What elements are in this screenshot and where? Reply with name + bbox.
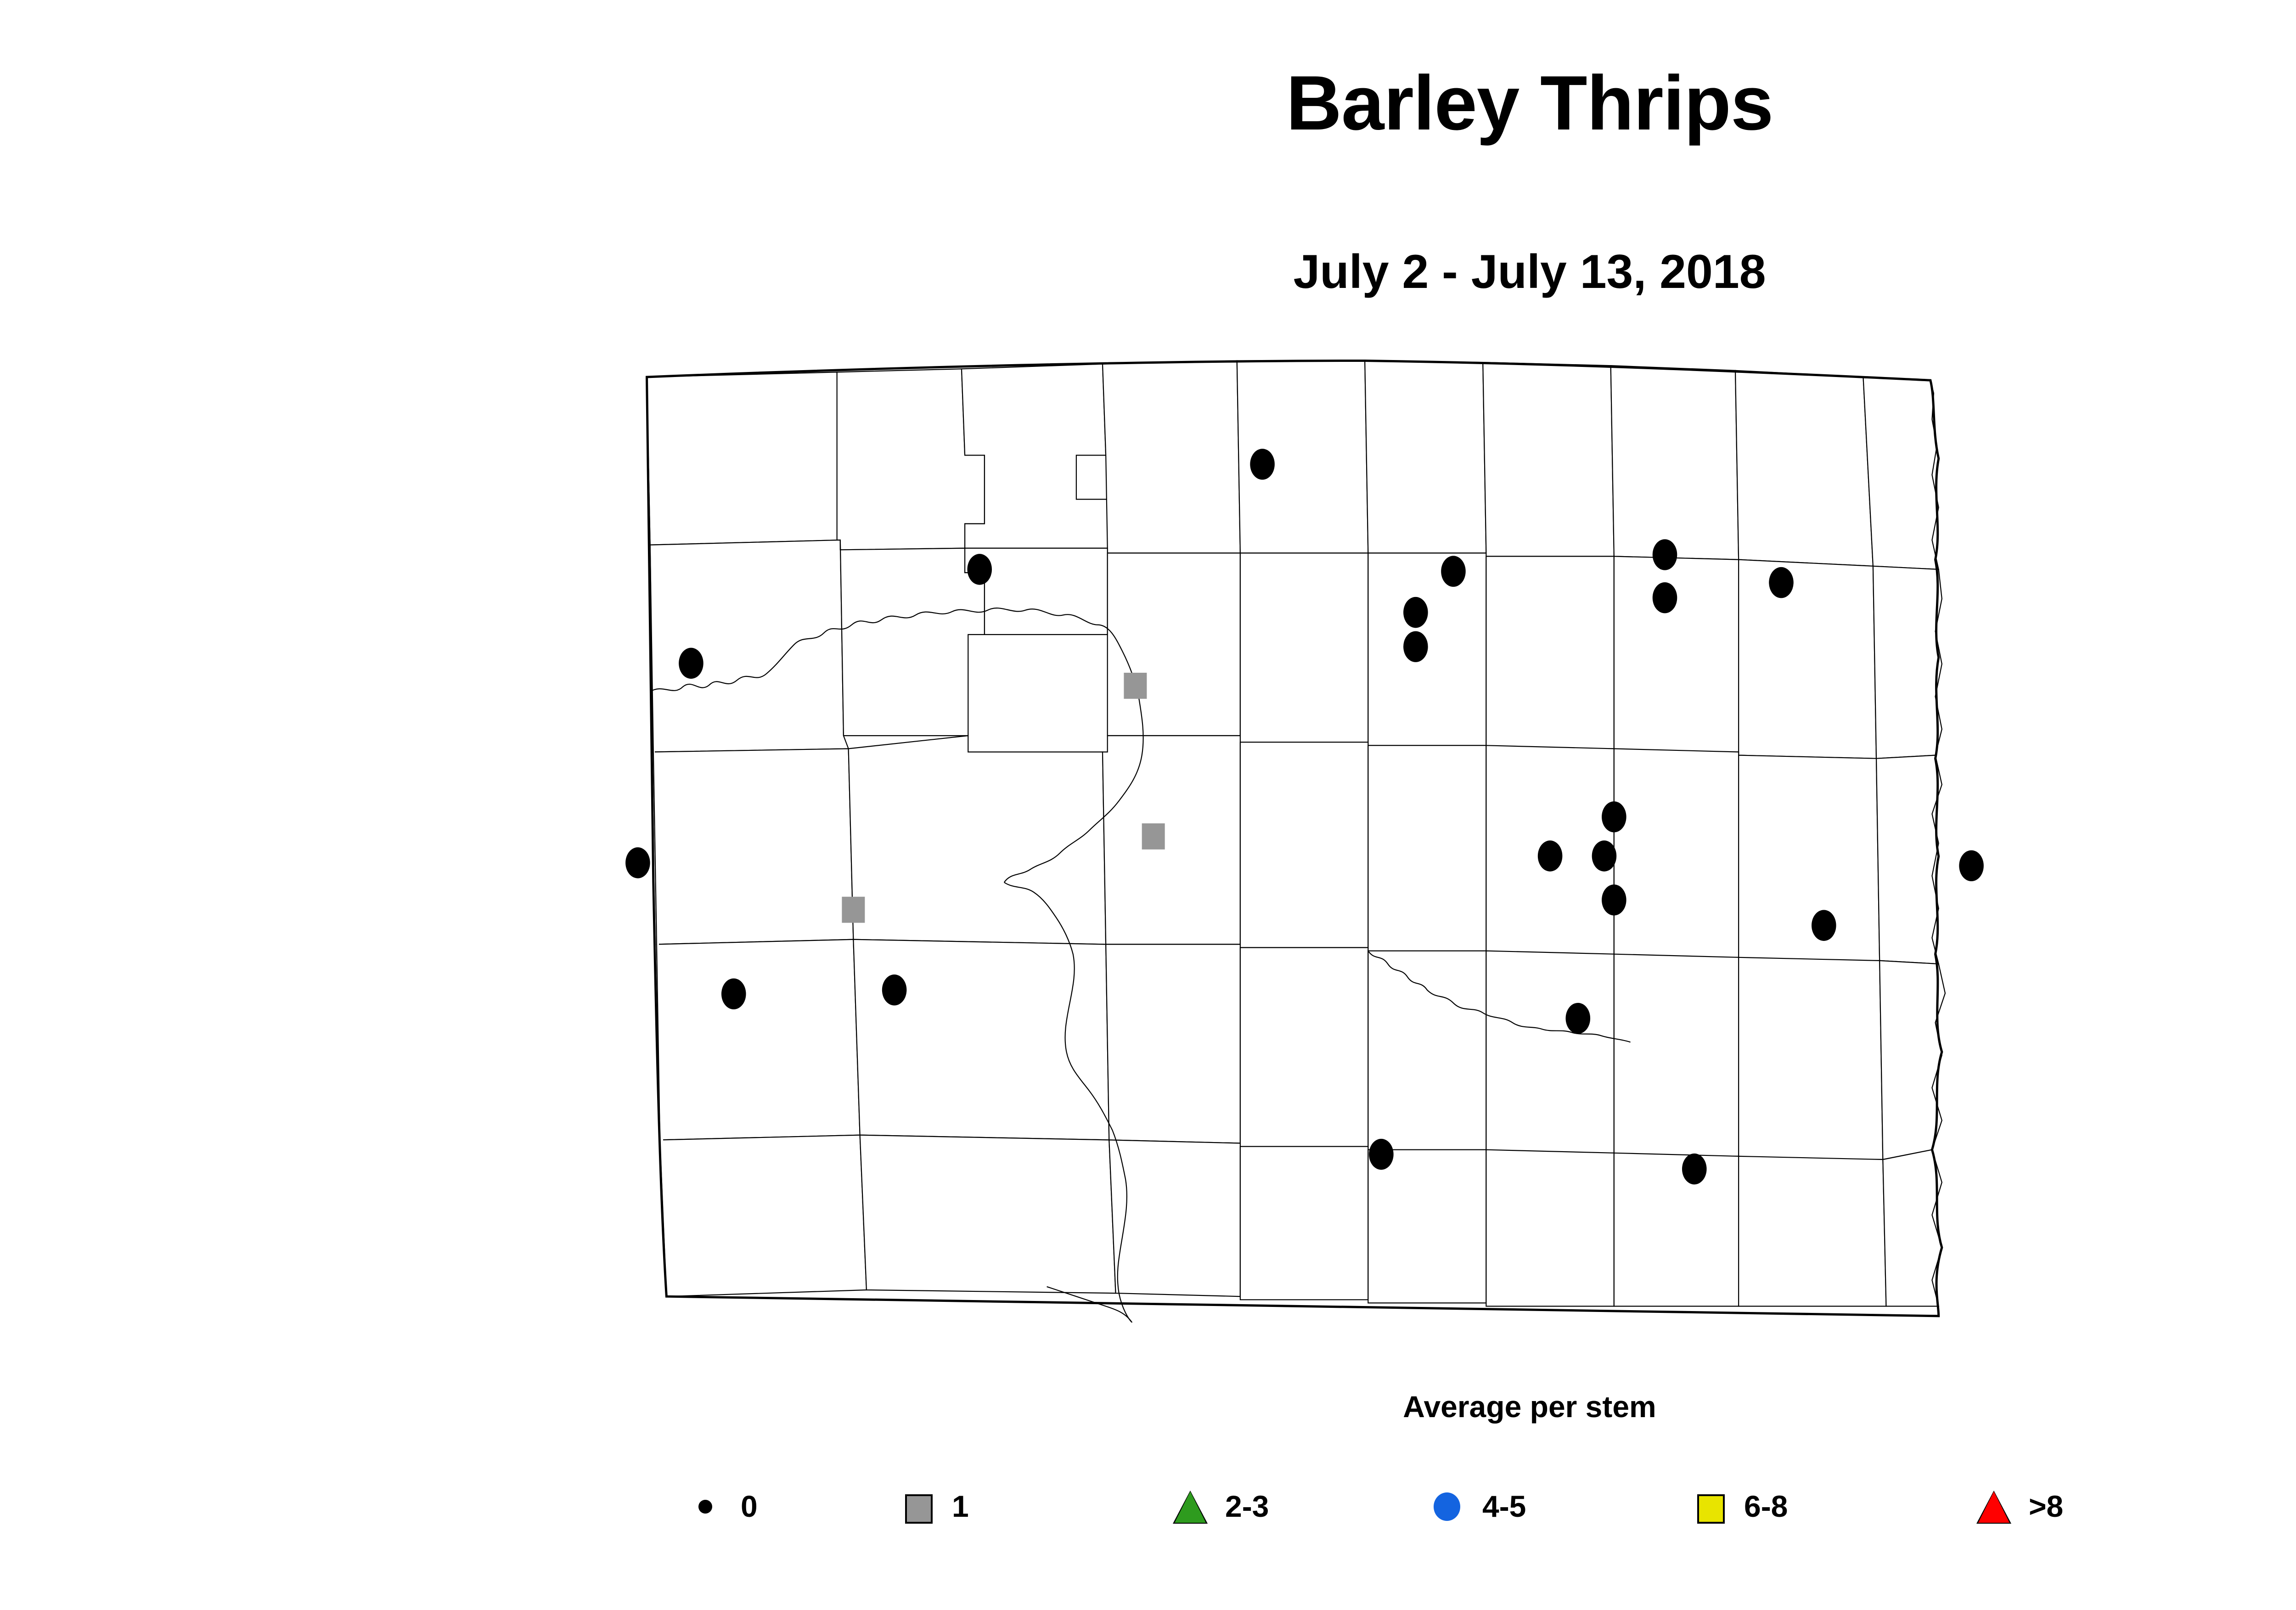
legend-item-8: >8 <box>1975 1479 2063 1534</box>
map-point-dot <box>1403 631 1428 662</box>
legend-item-45: 4-5 <box>1428 1479 1526 1534</box>
page-title: Barley Thrips <box>1286 60 1774 146</box>
map-point-dot <box>1441 556 1466 587</box>
map-point-dot <box>1959 850 1984 882</box>
map-point-dot <box>1602 801 1626 833</box>
legend-item-label: >8 <box>2029 1489 2064 1523</box>
map-point-square <box>1142 823 1165 850</box>
map-point-dot <box>679 647 703 679</box>
page-subtitle: July 2 - July 13, 2018 <box>1293 245 1766 298</box>
map-point-dot <box>967 554 992 585</box>
map-point-square <box>842 896 865 923</box>
state-outline <box>647 361 1942 1316</box>
lake-sakakawea <box>650 608 1143 882</box>
map-point-dot <box>1565 1002 1591 1034</box>
map-point-dot <box>1369 1138 1394 1170</box>
missouri-river <box>1004 883 1132 1323</box>
legend-items: 0 1 2-3 4-5 6-8 >8 <box>0 1479 2296 1552</box>
map-point-dot <box>1682 1153 1707 1185</box>
legend-item-0: 0 <box>687 1479 758 1534</box>
legend-square-icon <box>898 1487 936 1526</box>
sample-points-layer <box>625 449 1984 1185</box>
map-point-dot <box>1602 884 1626 916</box>
map-point-dot <box>1592 840 1617 872</box>
map-point-dot <box>1769 567 1794 598</box>
legend-item-label: 6-8 <box>1744 1489 1788 1523</box>
legend-item-68: 6-8 <box>1690 1479 1788 1534</box>
legend-square-icon <box>1690 1487 1728 1526</box>
map-point-dot <box>625 847 650 878</box>
map-point-dot <box>1812 910 1836 941</box>
map-point-dot <box>1652 582 1677 614</box>
cannonball-river <box>1047 1287 1132 1323</box>
legend-item-23: 2-3 <box>1171 1479 1269 1534</box>
legend-item-label: 0 <box>741 1489 758 1523</box>
legend-dot-icon <box>687 1487 725 1526</box>
map-point-dot <box>1250 449 1275 480</box>
map-point-dot <box>721 978 746 1010</box>
legend-item-label: 2-3 <box>1225 1489 1269 1523</box>
map-point-dot <box>1537 840 1563 872</box>
map-point-dot <box>1403 597 1428 628</box>
legend-item-label: 1 <box>952 1489 969 1523</box>
legend-triangle-icon <box>1171 1487 1210 1526</box>
legend-title: Average per stem <box>1403 1390 1656 1424</box>
north-dakota-county-map <box>611 344 2250 1323</box>
legend-item-1: 1 <box>898 1479 969 1534</box>
map-svg <box>625 344 1984 1323</box>
legend-triangle-icon <box>1975 1487 2013 1526</box>
legend-circle-icon <box>1428 1487 1467 1526</box>
county-polygons <box>647 361 1945 1306</box>
map-point-dot <box>882 974 907 1006</box>
legend: Average per stem 0 1 2-3 4-5 6-8 >8 <box>0 1390 2296 1524</box>
devils-lake <box>1368 951 1571 1033</box>
sheyenne-river <box>1571 1032 1631 1042</box>
legend-item-label: 4-5 <box>1482 1489 1526 1523</box>
map-point-dot <box>1652 539 1677 570</box>
map-point-square <box>1124 672 1147 699</box>
